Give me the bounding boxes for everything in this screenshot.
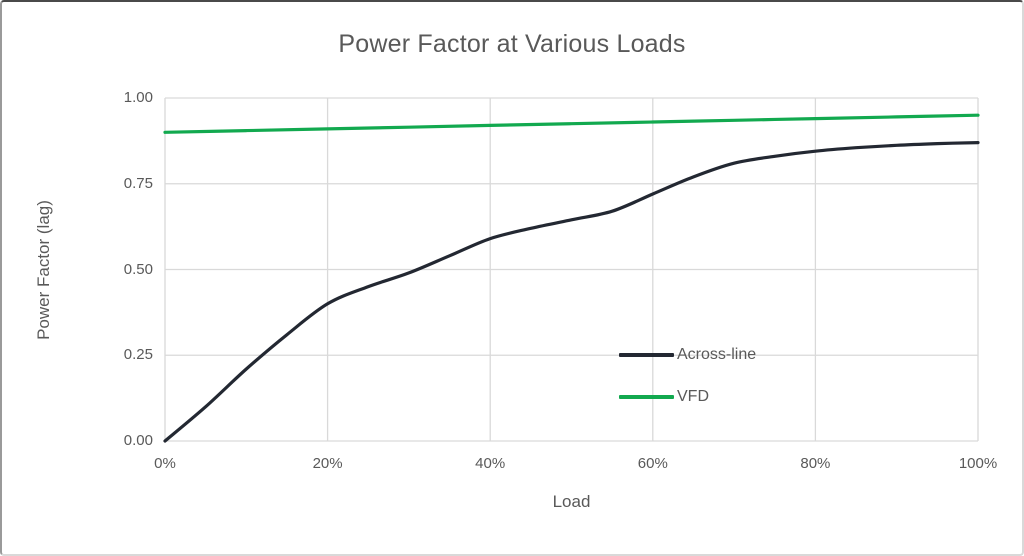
chart-title: Power Factor at Various Loads <box>338 30 686 58</box>
y-axis-title: Power Factor (lag) <box>34 199 53 340</box>
series-line-vfd <box>163 113 980 134</box>
y-tick-label: 0.75 <box>123 174 153 192</box>
y-tick-label: 1.00 <box>123 89 153 106</box>
x-tick-label: 60% <box>637 455 668 472</box>
x-tick-label: 80% <box>800 455 831 472</box>
legend-swatch-vfd <box>619 395 674 399</box>
legend-label: Across-line <box>677 346 757 363</box>
y-tick-label: 0.50 <box>123 260 153 278</box>
legend-swatch-across-line <box>619 353 674 357</box>
legend-item: Across-line <box>619 334 756 376</box>
y-tick-label: 0.25 <box>123 346 153 364</box>
series-line-across-line <box>163 141 980 443</box>
x-tick-label: 40% <box>475 455 506 472</box>
x-axis-title: Load <box>552 492 591 511</box>
legend-label: VFD <box>677 388 709 405</box>
legend-item: VFD <box>619 376 756 418</box>
y-tick-label: 0.00 <box>123 432 153 449</box>
x-tick-label: 20% <box>312 455 343 472</box>
legend: Across-line VFD <box>619 334 756 418</box>
x-tick-label: 100% <box>958 455 998 472</box>
x-tick-label: 0% <box>154 455 176 472</box>
